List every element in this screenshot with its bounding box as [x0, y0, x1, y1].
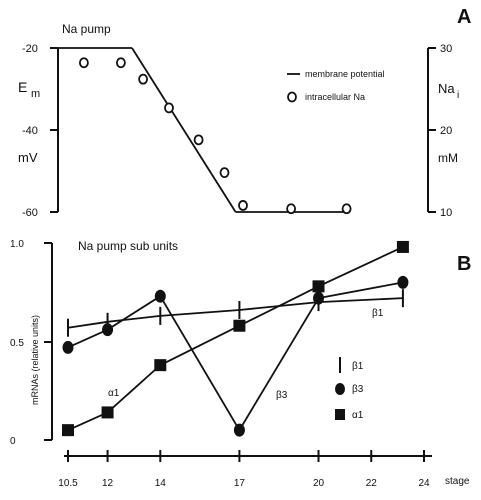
- panel-a-legend-item: intracellular Na: [305, 92, 365, 102]
- beta1-segment: [107, 314, 161, 323]
- alpha1-segment: [67, 411, 108, 431]
- panel-b-x-tick-label: 20: [313, 478, 325, 489]
- panel-a-left-tick-label: -40: [22, 125, 38, 137]
- panel-a-ylabel-em-sub: m: [31, 88, 40, 100]
- panel-b-x-tick-label: 14: [155, 478, 167, 489]
- beta3-segment: [318, 281, 404, 300]
- alpha1-point: [233, 319, 246, 332]
- alpha1-point: [154, 359, 167, 372]
- alpha1-segment: [239, 285, 319, 327]
- intracellular-na-point: [193, 134, 204, 146]
- alpha1-point: [312, 280, 325, 293]
- panel-b: B Na pump sub units 1.0 0.5 0 mRNAs (rel…: [10, 239, 471, 489]
- beta3-segment: [67, 328, 108, 349]
- beta1-segment: [318, 297, 403, 303]
- panel-b-x-tick-label: 22: [366, 478, 378, 489]
- panel-b-x-tick-label: 10.5: [58, 478, 78, 489]
- panel-b-y-tick-label: 1.0: [10, 239, 24, 250]
- panel-a-ylabel-na-sub: i: [457, 90, 459, 101]
- beta1-segment: [160, 309, 240, 317]
- panel-a-right-tick-label: 20: [440, 125, 452, 137]
- panel-b-xlabel: stage: [445, 476, 470, 487]
- panel-a-title: Na pump: [62, 22, 111, 36]
- curve-label-beta3: β3: [276, 390, 288, 401]
- legend-key-alpha1: [335, 409, 345, 420]
- intracellular-na-point: [116, 57, 126, 69]
- panel-b-y-tick-label: 0: [10, 436, 16, 447]
- panel-b-title: Na pump sub units: [78, 239, 178, 253]
- beta3-point: [313, 291, 325, 305]
- panel-a-left-tick-label: -60: [22, 207, 38, 219]
- membrane-potential-segment: [131, 47, 237, 213]
- panel-a-ylabel-mv: mV: [18, 150, 38, 165]
- panel-b-y-tick-label: 0.5: [10, 338, 24, 349]
- curve-label-beta1: β1: [372, 308, 384, 319]
- panel-b-x-tick-label: 12: [102, 478, 114, 489]
- panel-b-markers: [62, 240, 409, 437]
- panel-a-legend-circle-key: [287, 91, 297, 103]
- intracellular-na-point: [341, 203, 352, 215]
- intracellular-na-point: [164, 102, 174, 114]
- beta3-point: [154, 289, 166, 303]
- panel-b-ylabel: mRNAs (relative units): [30, 315, 40, 405]
- panel-b-x-tick-label: 24: [418, 478, 430, 489]
- panel-a-left-tick-label: -20: [22, 43, 38, 55]
- panel-a-ylabel-mm: mM: [438, 151, 458, 165]
- panel-a: A Na pump -20 -40 -60 E m mV 30 20 10 Na…: [18, 6, 471, 219]
- panel-b-lines: [67, 246, 404, 431]
- alpha1-point: [101, 406, 114, 419]
- panel-b-x-ticks: 10.5 12 14 17 20 22 24: [58, 450, 430, 489]
- legend-label-beta1: β1: [352, 361, 364, 372]
- panel-a-ylabel-na: Na: [438, 81, 455, 96]
- panel-a-label: A: [457, 6, 471, 28]
- panel-a-right-tick-label: 30: [440, 43, 452, 55]
- intracellular-na-point: [238, 200, 248, 211]
- intracellular-na-point: [79, 57, 89, 69]
- beta3-segment: [159, 295, 241, 431]
- panel-a-points: [79, 57, 352, 215]
- panel-a-lines: [58, 47, 347, 213]
- legend-label-beta3: β3: [352, 384, 364, 395]
- beta3-point: [233, 423, 245, 437]
- intracellular-na-point: [286, 203, 297, 215]
- panel-b-x-tick-label: 17: [234, 478, 246, 489]
- alpha1-point: [62, 424, 74, 437]
- alpha1-segment: [106, 364, 161, 414]
- panel-b-label: B: [457, 253, 471, 275]
- panel-a-ylabel-em: E: [18, 79, 27, 95]
- beta3-segment: [107, 295, 161, 331]
- alpha1-segment: [318, 246, 404, 288]
- beta3-point: [62, 340, 74, 354]
- beta3-point: [397, 275, 409, 289]
- alpha1-point: [396, 240, 409, 253]
- curve-label-alpha1: α1: [108, 388, 120, 399]
- legend-label-alpha1: α1: [352, 410, 364, 421]
- beta3-segment: [238, 297, 320, 431]
- alpha1-segment: [159, 324, 240, 366]
- panel-a-legend-item: membrane potential: [305, 69, 385, 79]
- intracellular-na-point: [138, 73, 149, 85]
- beta1-segment: [67, 320, 108, 329]
- intracellular-na-point: [219, 167, 230, 179]
- legend-key-beta3: [335, 383, 345, 395]
- beta3-point: [102, 323, 114, 337]
- panel-a-right-tick-label: 10: [440, 207, 452, 219]
